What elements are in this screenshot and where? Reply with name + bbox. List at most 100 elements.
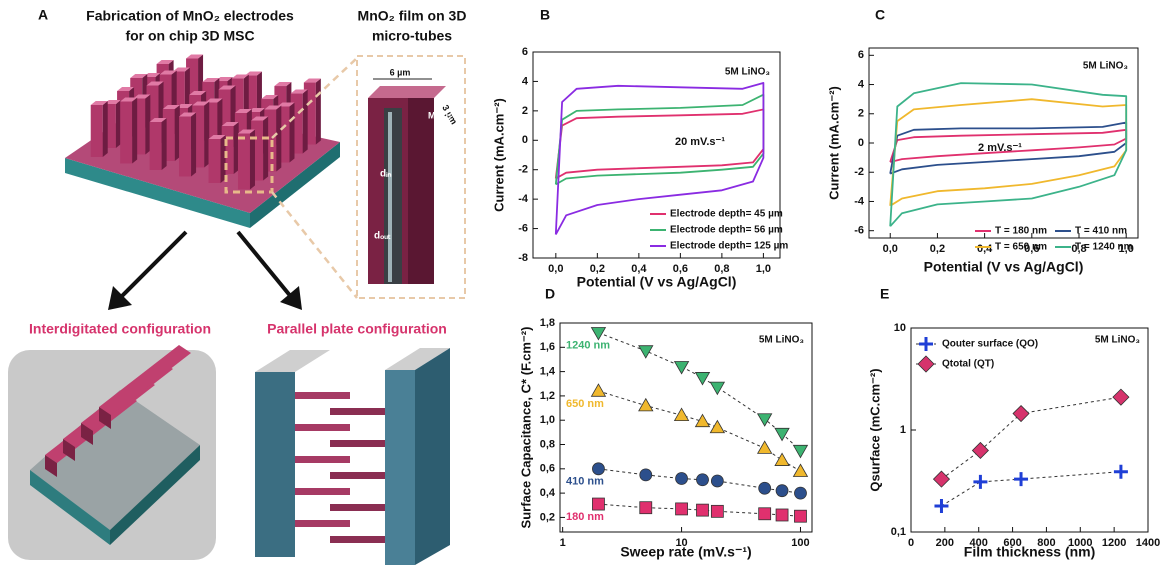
- tube-film: [388, 112, 392, 282]
- chart: B 5M LiNO₃ 20 mV.s⁻¹ 0,0 0,2 0,4 0,6 0,8 1,0 -8 -6…: [491, 7, 788, 290]
- legend-label: Electrode depth= 45 µm: [670, 209, 783, 220]
- chart-title: 5M LiNO₃: [759, 335, 805, 346]
- x-tick-label: 1: [560, 537, 566, 549]
- y-tick-label: 4: [522, 75, 529, 87]
- panel-letter: C: [875, 7, 885, 23]
- pillar-top: [149, 117, 167, 122]
- material-label: MnO₂: [428, 110, 452, 120]
- marker: [774, 452, 790, 466]
- pillar-side: [315, 78, 321, 145]
- pillar-top: [143, 72, 161, 77]
- series-label: 650 nm: [566, 398, 604, 410]
- y-tick-label: 1,2: [540, 390, 555, 402]
- y-tick-label: -2: [518, 164, 528, 176]
- x-tick-label: 0,4: [977, 243, 993, 255]
- finger: [295, 456, 350, 463]
- pillar-top: [192, 101, 210, 106]
- marker: [592, 497, 605, 511]
- pillar-front: [208, 138, 221, 183]
- y-tick-label: -4: [518, 193, 529, 205]
- charts: B 5M LiNO₃ 20 mV.s⁻¹ 0,0 0,2 0,4 0,6 0,8 1,0 -8 -6…: [491, 7, 1160, 560]
- y-axis-label: Surface Capacitance, C* (F.cm⁻²): [518, 327, 533, 529]
- legend-marker: [917, 355, 935, 373]
- x-tick-label: 400: [970, 537, 988, 549]
- chart: D 5M LiNO₃ 1 10 100 0,2 0,4 0,6 0,8 1,0 1,2 1,4 1,6 1…: [518, 286, 813, 560]
- pillar-top: [90, 100, 108, 105]
- pillar-side: [263, 116, 269, 181]
- marker: [675, 502, 688, 516]
- x-tick-label: 10: [675, 537, 687, 549]
- y-tick-label: 0,4: [540, 487, 556, 499]
- pillar-side: [289, 102, 295, 163]
- pillar-top: [189, 91, 207, 95]
- marker: [792, 463, 809, 477]
- pillar-side: [174, 104, 180, 161]
- substrate-side: [250, 142, 340, 228]
- panel-title: for on chip 3D MSC: [125, 28, 254, 44]
- arrow-head: [280, 286, 302, 310]
- device-chip-side: [110, 445, 200, 545]
- arrow-head: [108, 286, 132, 310]
- y-tick-label: 2: [858, 108, 864, 120]
- x-tick-label: 0,0: [883, 243, 898, 255]
- pillar-top: [248, 108, 266, 113]
- y-tick-label: 1: [900, 424, 906, 436]
- pillar-top: [303, 78, 321, 83]
- panel-letter: D: [545, 286, 555, 302]
- marker: [792, 444, 809, 459]
- device-chip-side: [30, 470, 110, 545]
- y-tick-label: -4: [854, 195, 865, 207]
- marker: [756, 440, 773, 454]
- pillar-top: [215, 77, 233, 82]
- finger: [330, 536, 385, 543]
- tube-side: [408, 98, 434, 284]
- marker: [1113, 464, 1128, 479]
- marker: [590, 327, 607, 341]
- y-tick-label: 0: [858, 137, 864, 149]
- legend-label: T = 410 nm: [1075, 226, 1127, 237]
- y-tick-label: 10: [894, 322, 906, 334]
- marker: [709, 381, 726, 396]
- pillar-top: [218, 85, 236, 90]
- y-tick-label: 6: [522, 46, 528, 58]
- finger: [295, 488, 350, 495]
- pillar-front: [120, 101, 133, 164]
- panel-letter: E: [880, 286, 889, 302]
- marker: [639, 468, 653, 482]
- pillar-top: [159, 70, 177, 75]
- inset-title: micro-tubes: [372, 28, 452, 44]
- y-tick-label: 0,6: [540, 463, 555, 475]
- pillar-top: [120, 97, 138, 102]
- x-tick-label: 0,2: [930, 243, 945, 255]
- y-tick-label: -8: [518, 252, 528, 264]
- x-tick-label: 0,8: [714, 263, 729, 275]
- x-tick-label: 0,4: [631, 263, 647, 275]
- y-tick-label: 0: [522, 134, 528, 146]
- x-tick-label: 0,8: [1071, 243, 1086, 255]
- plot-frame: [532, 51, 781, 259]
- marker: [934, 498, 949, 513]
- x-tick-label: 100: [791, 537, 809, 549]
- pillar-side: [276, 105, 282, 172]
- y-tick-label: 2: [522, 105, 528, 117]
- x-axis-label: Potential (V vs Ag/AgCl): [577, 274, 737, 290]
- chart-title: 5M LiNO₃: [1095, 335, 1141, 346]
- y-tick-label: 1,6: [540, 341, 555, 353]
- y-tick-label: -2: [854, 166, 864, 178]
- pillar-top: [133, 94, 151, 99]
- x-tick-label: 1,0: [756, 263, 771, 275]
- marker: [673, 407, 690, 421]
- x-axis-label: Film thickness (nm): [964, 544, 1095, 560]
- panel-title: Fabrication of MnO₂ electrodes: [86, 8, 294, 24]
- y-tick-label: 0,8: [540, 438, 555, 450]
- dimension-label: 6 µm: [390, 67, 411, 77]
- finger: [295, 520, 350, 527]
- panel-letter: A: [38, 7, 48, 23]
- tube-inner: [384, 108, 402, 284]
- pillar-top: [264, 105, 282, 110]
- marker: [709, 419, 726, 434]
- legend-label: T = 1240 nm: [1075, 242, 1133, 253]
- y-tick-label: 1,8: [540, 317, 555, 329]
